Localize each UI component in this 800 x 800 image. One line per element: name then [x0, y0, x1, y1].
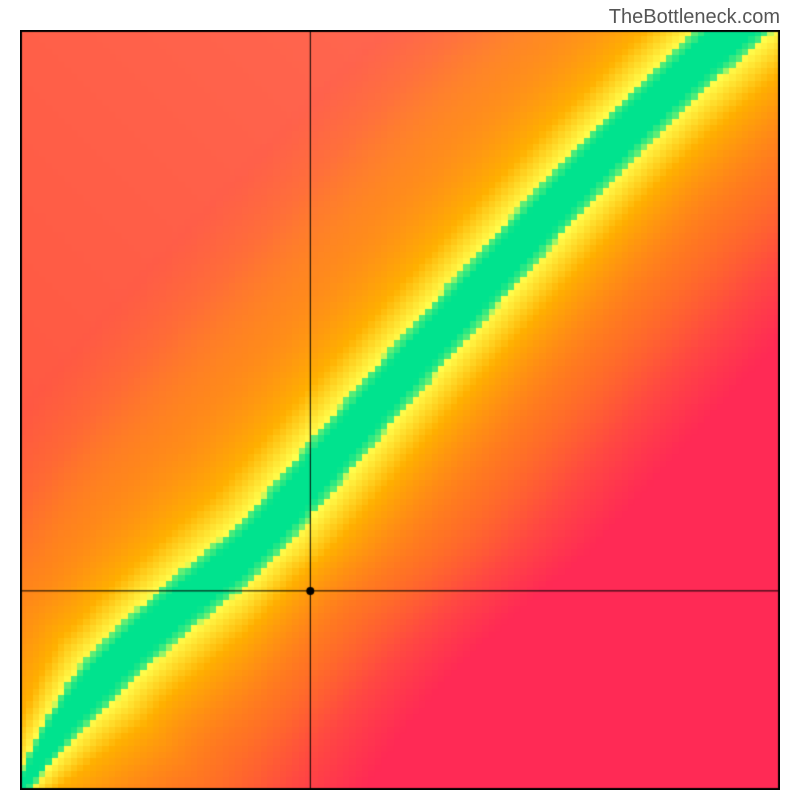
attribution-text: TheBottleneck.com [609, 6, 780, 29]
heatmap-canvas [20, 30, 780, 790]
bottleneck-heatmap [20, 30, 780, 790]
